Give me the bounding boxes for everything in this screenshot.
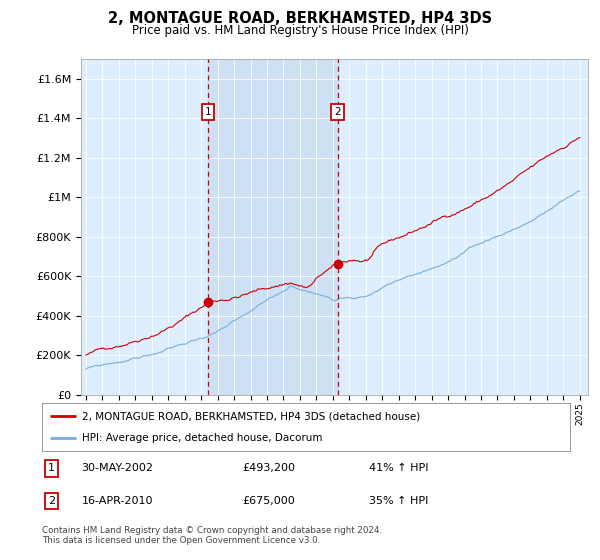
Bar xyxy=(208,59,338,395)
Text: Price paid vs. HM Land Registry's House Price Index (HPI): Price paid vs. HM Land Registry's House … xyxy=(131,24,469,36)
Text: HPI: Average price, detached house, Dacorum: HPI: Average price, detached house, Daco… xyxy=(82,433,322,443)
Text: 2: 2 xyxy=(334,107,341,117)
Text: £675,000: £675,000 xyxy=(242,496,295,506)
Text: 35% ↑ HPI: 35% ↑ HPI xyxy=(370,496,429,506)
Text: 2: 2 xyxy=(48,496,55,506)
Text: 16-APR-2010: 16-APR-2010 xyxy=(82,496,153,506)
Text: 1: 1 xyxy=(205,107,211,117)
Text: 2, MONTAGUE ROAD, BERKHAMSTED, HP4 3DS: 2, MONTAGUE ROAD, BERKHAMSTED, HP4 3DS xyxy=(108,11,492,26)
Text: 2, MONTAGUE ROAD, BERKHAMSTED, HP4 3DS (detached house): 2, MONTAGUE ROAD, BERKHAMSTED, HP4 3DS (… xyxy=(82,411,420,421)
Text: 41% ↑ HPI: 41% ↑ HPI xyxy=(370,464,429,473)
Text: £493,200: £493,200 xyxy=(242,464,296,473)
Text: Contains HM Land Registry data © Crown copyright and database right 2024.: Contains HM Land Registry data © Crown c… xyxy=(42,526,382,535)
Text: 1: 1 xyxy=(48,464,55,473)
Text: This data is licensed under the Open Government Licence v3.0.: This data is licensed under the Open Gov… xyxy=(42,536,320,545)
Text: 30-MAY-2002: 30-MAY-2002 xyxy=(82,464,154,473)
